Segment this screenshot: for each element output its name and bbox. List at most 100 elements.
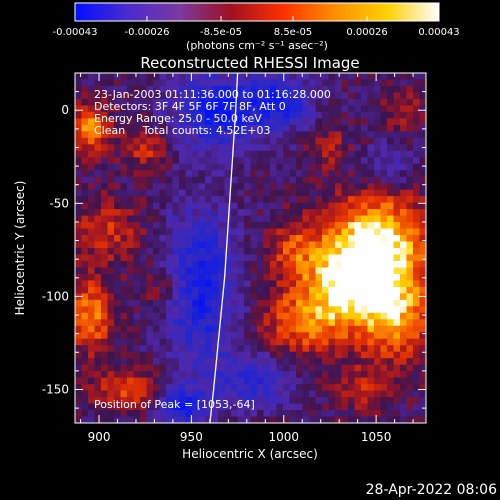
heatmap-cell: [361, 312, 368, 320]
heatmap-cell: [361, 183, 368, 191]
heatmap-cell: [341, 306, 349, 314]
heatmap-cell: [185, 416, 193, 423]
heatmap-cell: [120, 196, 128, 204]
heatmap-cell: [263, 299, 271, 307]
heatmap-cell: [250, 150, 258, 158]
heatmap-cell: [198, 254, 206, 262]
heatmap-cell: [419, 260, 426, 268]
heatmap-cell: [296, 325, 303, 333]
heatmap-cell: [289, 390, 297, 398]
heatmap-cell: [75, 111, 82, 119]
heatmap-cell: [101, 85, 108, 93]
heatmap-cell: [354, 273, 362, 281]
heatmap-cell: [231, 332, 238, 340]
heatmap-cell: [263, 267, 271, 275]
heatmap-cell: [224, 170, 232, 178]
heatmap-cell: [309, 163, 316, 171]
heatmap-cell: [413, 202, 420, 210]
heatmap-cell: [120, 228, 128, 236]
heatmap-cell: [276, 111, 284, 119]
heatmap-cell: [309, 111, 316, 119]
heatmap-cell: [354, 332, 362, 340]
heatmap-cell: [289, 293, 297, 301]
heatmap-cell: [114, 228, 121, 236]
heatmap-cell: [296, 215, 303, 223]
heatmap-cell: [270, 325, 277, 333]
heatmap-cell: [406, 235, 414, 242]
heatmap-cell: [101, 358, 108, 366]
heatmap-cell: [211, 209, 219, 216]
colorbar-tick-label: -0.00026: [124, 27, 169, 38]
heatmap-cell: [387, 124, 394, 132]
heatmap-cell: [192, 137, 199, 145]
heatmap-cell: [276, 293, 284, 301]
heatmap-cell: [276, 189, 284, 197]
heatmap-cell: [354, 325, 362, 333]
heatmap-cell: [146, 92, 154, 100]
heatmap-cell: [341, 196, 349, 204]
heatmap-cell: [380, 410, 388, 417]
heatmap-cell: [348, 111, 355, 119]
heatmap-cell: [88, 325, 95, 333]
heatmap-cell: [179, 79, 186, 87]
heatmap-cell: [224, 196, 232, 204]
heatmap-cell: [75, 215, 82, 223]
heatmap-cell: [88, 390, 95, 398]
heatmap-cell: [302, 228, 310, 236]
heatmap-cell: [146, 189, 154, 197]
heatmap-cell: [218, 105, 225, 113]
heatmap-cell: [244, 144, 251, 152]
heatmap-cell: [276, 254, 284, 262]
heatmap-cell: [218, 416, 225, 423]
heatmap-cell: [276, 364, 284, 372]
heatmap-cell: [296, 144, 303, 152]
heatmap-cell: [374, 150, 381, 158]
heatmap-cell: [120, 332, 128, 340]
heatmap-cell: [166, 150, 173, 158]
heatmap-cell: [146, 98, 154, 106]
heatmap-cell: [75, 299, 82, 307]
heatmap-cell: [185, 196, 193, 204]
heatmap-cell: [335, 92, 342, 100]
heatmap-cell: [263, 144, 271, 152]
heatmap-cell: [322, 118, 329, 126]
heatmap-cell: [198, 241, 206, 249]
heatmap-cell: [361, 92, 368, 100]
heatmap-cell: [400, 228, 407, 236]
heatmap-cell: [205, 183, 212, 191]
heatmap-cell: [205, 403, 212, 411]
heatmap-cell: [419, 377, 426, 385]
heatmap-cell: [120, 338, 128, 346]
heatmap-cell: [224, 306, 232, 314]
heatmap-cell: [159, 338, 167, 346]
heatmap-cell: [153, 325, 160, 333]
heatmap-cell: [244, 215, 251, 223]
heatmap-cell: [166, 111, 173, 119]
heatmap-cell: [413, 111, 420, 119]
heatmap-cell: [153, 390, 160, 398]
heatmap-cell: [400, 209, 407, 216]
heatmap-cell: [244, 377, 251, 385]
heatmap-cell: [283, 351, 290, 359]
heatmap-cell: [302, 248, 310, 255]
heatmap-cell: [361, 111, 368, 119]
heatmap-cell: [296, 390, 303, 398]
heatmap-cell: [237, 157, 245, 165]
heatmap-cell: [380, 280, 388, 288]
heatmap-cell: [218, 319, 225, 327]
heatmap-cell: [309, 248, 316, 255]
heatmap-cell: [374, 338, 381, 346]
heatmap-cell: [361, 235, 368, 242]
heatmap-cell: [107, 241, 115, 249]
heatmap-cell: [283, 377, 290, 385]
heatmap-cell: [172, 364, 180, 372]
heatmap-cell: [192, 273, 199, 281]
heatmap-cell: [185, 332, 193, 340]
heatmap-cell: [211, 137, 219, 145]
heatmap-cell: [387, 92, 394, 100]
heatmap-cell: [88, 371, 95, 379]
heatmap-cell: [400, 332, 407, 340]
heatmap-cell: [120, 273, 128, 281]
heatmap-cell: [224, 235, 232, 242]
heatmap-cell: [75, 131, 82, 139]
